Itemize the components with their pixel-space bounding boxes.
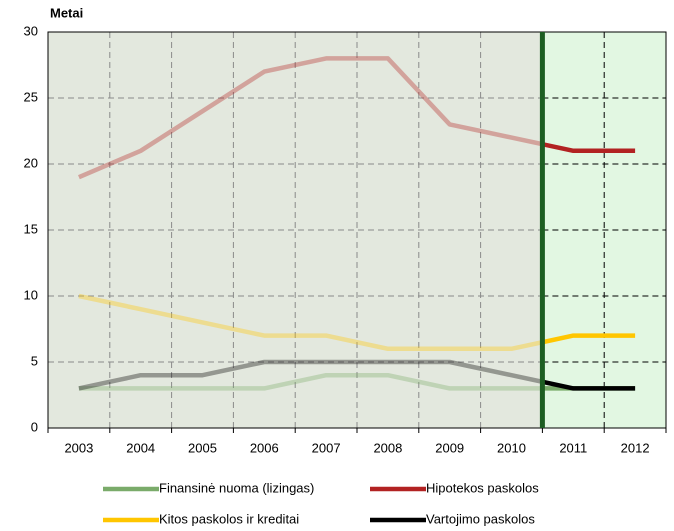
x-tick-label: 2004 [126, 440, 155, 455]
y-tick-label: 5 [31, 353, 38, 368]
legend-label: Vartojimo paskolos [426, 511, 535, 526]
legend-label: Kitos paskolos ir kreditai [159, 511, 299, 526]
x-tick-label: 2012 [621, 440, 650, 455]
legend-label: Finansinė nuoma (lizingas) [159, 480, 314, 495]
x-tick-label: 2010 [497, 440, 526, 455]
x-tick-label: 2008 [373, 440, 402, 455]
y-tick-label: 10 [24, 287, 38, 302]
x-tick-label: 2006 [250, 440, 279, 455]
y-tick-label: 0 [31, 419, 38, 434]
x-tick-label: 2011 [559, 440, 587, 455]
x-tick-label: 2003 [64, 440, 93, 455]
y-tick-label: 20 [24, 155, 38, 170]
y-tick-label: 15 [24, 221, 38, 236]
y-tick-label: 25 [24, 89, 38, 104]
legend-label: Hipotekos paskolos [426, 480, 539, 495]
x-tick-label: 2007 [312, 440, 341, 455]
x-tick-label: 2009 [435, 440, 464, 455]
y-axis-label: Metai [50, 5, 83, 20]
x-tick-label: 2005 [188, 440, 217, 455]
y-tick-label: 30 [24, 23, 38, 38]
